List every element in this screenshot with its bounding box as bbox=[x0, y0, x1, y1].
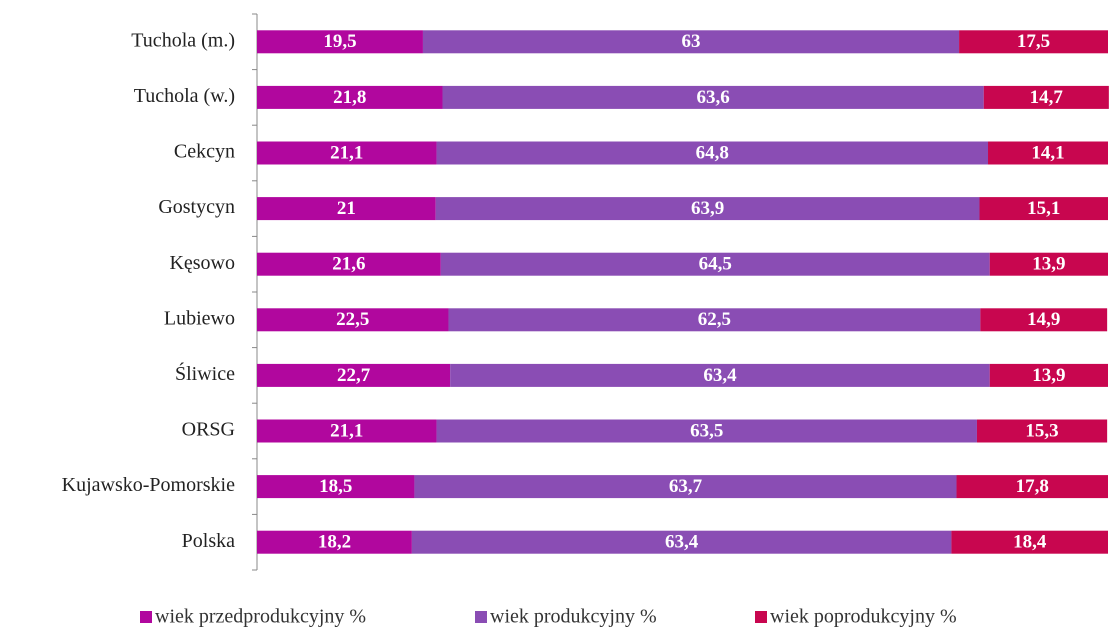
data-label: 15,3 bbox=[1025, 420, 1058, 441]
data-label: 17,5 bbox=[1017, 31, 1050, 52]
data-label: 63 bbox=[682, 31, 701, 52]
bar-segment bbox=[979, 197, 1108, 221]
bar-segment bbox=[448, 308, 981, 332]
bar-segment bbox=[959, 30, 1108, 54]
bar-segment bbox=[414, 475, 957, 499]
data-label: 13,9 bbox=[1032, 365, 1065, 386]
bar-segment bbox=[951, 530, 1108, 554]
data-label: 21,6 bbox=[332, 254, 365, 275]
bar-segment bbox=[257, 197, 436, 221]
data-label: 22,7 bbox=[337, 365, 371, 386]
y-tick-label: Kujawsko-Pomorskie bbox=[62, 474, 235, 496]
bar-segment bbox=[422, 30, 960, 54]
bar-segment bbox=[989, 252, 1108, 276]
bar-segment bbox=[442, 85, 984, 109]
bar-segment bbox=[257, 419, 437, 443]
data-label: 14,7 bbox=[1030, 87, 1064, 108]
bar-segment bbox=[257, 141, 437, 165]
bar-segment bbox=[450, 363, 990, 387]
y-tick-label: Śliwice bbox=[175, 361, 235, 385]
data-label: 18,5 bbox=[319, 476, 352, 497]
legend-swatch bbox=[475, 611, 487, 623]
y-tick-label: Tuchola (w.) bbox=[134, 85, 235, 107]
bar-segment bbox=[436, 419, 977, 443]
bar-segment bbox=[257, 475, 415, 499]
bar-segment bbox=[956, 475, 1108, 499]
data-label: 22,5 bbox=[336, 309, 369, 330]
y-tick-label: Lubiewo bbox=[164, 307, 235, 329]
y-tick-label: Tuchola (m.) bbox=[131, 29, 235, 51]
bar-segment bbox=[411, 530, 952, 554]
bar-segment bbox=[257, 530, 412, 554]
bar-segment bbox=[257, 308, 449, 332]
data-label: 63,5 bbox=[690, 420, 723, 441]
legend-swatch bbox=[140, 611, 152, 623]
legend-label: wiek poprodukcyjny % bbox=[770, 606, 957, 628]
data-label: 13,9 bbox=[1032, 254, 1065, 275]
bar-segment bbox=[980, 308, 1108, 332]
data-label: 63,9 bbox=[691, 198, 724, 219]
bar-segment bbox=[988, 141, 1108, 165]
data-label: 18,4 bbox=[1013, 532, 1047, 553]
legend-label: wiek przedprodukcyjny % bbox=[155, 606, 366, 628]
data-label: 21,1 bbox=[330, 420, 363, 441]
bar-segment bbox=[435, 197, 980, 221]
bar-segment bbox=[257, 85, 443, 109]
data-label: 63,4 bbox=[665, 532, 699, 553]
y-tick-label: Cekcyn bbox=[174, 141, 235, 163]
bar-segment bbox=[257, 363, 451, 387]
bar-segment bbox=[257, 252, 441, 276]
data-label: 14,1 bbox=[1031, 142, 1064, 163]
data-label: 63,4 bbox=[703, 365, 737, 386]
data-label: 62,5 bbox=[698, 309, 731, 330]
data-label: 63,6 bbox=[697, 87, 730, 108]
data-label: 21 bbox=[337, 198, 356, 219]
data-label: 64,8 bbox=[696, 142, 729, 163]
data-label: 15,1 bbox=[1027, 198, 1060, 219]
legend-swatch bbox=[755, 611, 767, 623]
bar-segment bbox=[436, 141, 989, 165]
data-label: 21,8 bbox=[333, 87, 366, 108]
data-label: 14,9 bbox=[1027, 309, 1060, 330]
data-label: 18,2 bbox=[318, 532, 351, 553]
bar-segment bbox=[440, 252, 990, 276]
y-tick-label: Gostycyn bbox=[158, 196, 235, 218]
data-label: 64,5 bbox=[699, 254, 732, 275]
bar-segment bbox=[989, 363, 1108, 387]
data-label: 19,5 bbox=[323, 31, 356, 52]
y-tick-label: Kęsowo bbox=[169, 252, 235, 274]
bar-segment bbox=[983, 85, 1109, 109]
y-tick-label: Polska bbox=[182, 530, 235, 552]
legend-label: wiek produkcyjny % bbox=[490, 606, 657, 628]
data-label: 17,8 bbox=[1016, 476, 1049, 497]
bar-segment bbox=[257, 30, 423, 54]
data-label: 21,1 bbox=[330, 142, 363, 163]
bar-segment bbox=[976, 419, 1108, 443]
y-tick-label: ORSG bbox=[182, 419, 235, 441]
data-label: 63,7 bbox=[669, 476, 703, 497]
